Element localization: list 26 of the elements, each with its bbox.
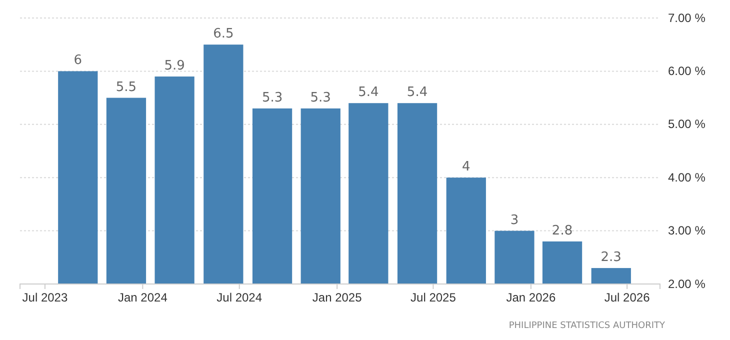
y-tick-label: 3.00 %: [668, 224, 706, 238]
y-tick-label: 6.00 %: [668, 64, 706, 78]
x-tick-label: Jul 2023: [22, 290, 68, 305]
data-label: 6.5: [213, 26, 234, 42]
data-label: 3: [510, 212, 519, 228]
x-tick-label: Jan 2025: [312, 290, 362, 305]
data-label: 6: [74, 53, 82, 68]
data-label: 5.4: [406, 85, 428, 100]
data-label: 5.9: [164, 58, 185, 74]
data-label: 2.8: [552, 223, 573, 238]
data-label: 2.3: [600, 250, 622, 266]
y-tick-label: 2.00 %: [668, 276, 706, 291]
x-tick-label: Jan 2026: [506, 290, 556, 305]
y-tick-label: 5.00 %: [668, 117, 706, 132]
x-tick-label: Jul 2026: [604, 290, 650, 305]
y-tick-label: 4.00 %: [668, 170, 706, 184]
text: PHILIPPINE STATISTICS AUTHORITY: [508, 321, 666, 331]
data-label: 5.3: [262, 90, 283, 106]
data-label: 4: [462, 160, 470, 175]
data-label: 5.3: [310, 90, 331, 106]
data-label: 5.5: [116, 80, 137, 95]
x-tick-label: Jan 2024: [118, 290, 168, 305]
y-tick-label: 7.00 %: [668, 10, 706, 25]
data-label: 5.4: [358, 85, 379, 100]
x-tick-label: Jul 2025: [410, 290, 456, 305]
x-tick-label: Jul 2024: [216, 290, 262, 305]
